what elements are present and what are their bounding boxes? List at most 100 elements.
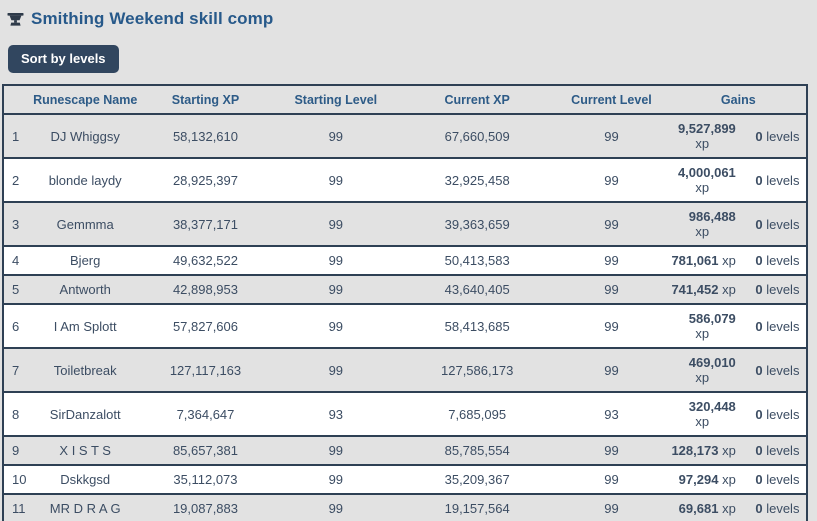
page-title: Smithing Weekend skill comp [31,9,274,28]
gains-levels-value: 0 [755,216,763,232]
sort-by-levels-button[interactable]: Sort by levels [8,45,119,73]
gains-levels-cell: 0 levels [749,275,807,304]
gains-levels-value: 0 [755,362,763,378]
column-header-rank [3,85,30,115]
current-level-cell: 93 [604,406,619,422]
gains-xp-cell: 4,000,061 xp [671,158,749,202]
gains-xp-value: 128,173 [671,443,719,458]
gains-xp-cell: 781,061 xp [671,246,749,275]
gains-xp-cell: 320,448 xp [671,392,749,436]
gains-levels-value: 0 [755,501,763,516]
gains-levels-unit: levels [766,501,800,516]
current-level-cell: 99 [604,253,619,268]
gains-xp-value: 469,010 [688,355,736,370]
rank-cell: 7 [12,362,20,378]
starting-xp-cell: 127,117,163 [169,362,242,378]
gains-levels-unit: levels [766,406,800,422]
table-row: 9 X I S T S 85,657,381 99 85,785,554 99 … [3,436,807,465]
current-level-cell: 99 [604,472,619,487]
column-header-starting-level: Starting Level [269,85,402,115]
gains-xp-value: 9,527,899 [677,121,736,136]
gains-xp-unit: xp [695,224,710,239]
rank-cell: 3 [12,216,20,232]
current-xp-cell: 50,413,583 [444,253,510,268]
gains-levels-cell: 0 levels [749,246,807,275]
player-name-cell: Antworth [59,282,111,297]
starting-level-cell: 99 [328,501,344,516]
gains-xp-unit: xp [722,253,736,268]
table-row: 6 I Am Splott 57,827,606 99 58,413,685 9… [3,304,807,348]
current-xp-cell: 39,363,659 [444,216,510,232]
current-xp-cell: 67,660,509 [444,128,510,144]
starting-xp-cell: 28,925,397 [172,172,239,188]
table-row: 10 Dskkgsd 35,112,073 99 35,209,367 99 9… [3,465,807,494]
gains-xp-cell: 469,010 xp [671,348,749,392]
current-xp-cell: 7,685,095 [448,406,507,422]
gains-levels-value: 0 [755,406,763,422]
rank-cell: 10 [12,472,27,487]
starting-level-cell: 99 [328,216,344,232]
gains-levels-unit: levels [766,282,800,297]
gains-levels-cell: 0 levels [749,304,807,348]
table-row: 2 blonde laydy 28,925,397 99 32,925,458 … [3,158,807,202]
gains-levels-value: 0 [755,172,763,188]
current-level-cell: 99 [604,362,619,378]
rank-cell: 4 [12,253,20,268]
trophy-icon [7,12,24,26]
gains-levels-value: 0 [755,282,763,297]
gains-xp-value: 69,681 [678,501,719,516]
column-header-current-xp: Current XP [401,85,553,115]
starting-xp-cell: 49,632,522 [172,253,239,268]
gains-xp-unit: xp [722,501,736,516]
current-xp-cell: 35,209,367 [444,472,510,487]
starting-xp-cell: 85,657,381 [172,443,239,458]
player-name-cell: DJ Whiggsy [50,128,120,144]
gains-xp-unit: xp [695,180,710,195]
gains-xp-cell: 586,079 xp [671,304,749,348]
gains-xp-value: 986,488 [688,209,736,224]
starting-level-cell: 93 [328,406,344,422]
gains-levels-cell: 0 levels [749,392,807,436]
rank-cell: 2 [12,172,20,188]
table-row: 4 Bjerg 49,632,522 99 50,413,583 99 781,… [3,246,807,275]
gains-levels-cell: 0 levels [749,114,807,158]
gains-xp-cell: 97,294 xp [671,465,749,494]
column-header-current-level: Current Level [552,85,671,115]
gains-xp-unit: xp [695,370,710,385]
starting-level-cell: 99 [328,282,344,297]
gains-levels-unit: levels [766,128,800,144]
gains-levels-cell: 0 levels [749,348,807,392]
current-level-cell: 99 [604,128,619,144]
current-xp-cell: 58,413,685 [444,318,510,334]
gains-xp-value: 320,448 [688,399,736,414]
gains-xp-unit: xp [722,282,736,297]
starting-xp-cell: 57,827,606 [172,318,239,334]
rank-cell: 9 [12,443,20,458]
starting-xp-cell: 35,112,073 [173,472,238,487]
player-name-cell: MR D R A G [49,501,121,516]
rank-cell: 11 [12,501,26,516]
gains-xp-unit: xp [722,472,736,487]
starting-level-cell: 99 [328,318,344,334]
gains-levels-unit: levels [766,443,800,458]
page-header: Smithing Weekend skill comp Sort by leve… [0,0,817,73]
table-row: 11 MR D R A G 19,087,883 99 19,157,564 9… [3,494,807,521]
player-name-cell: Toiletbreak [53,362,117,378]
gains-xp-unit: xp [695,136,710,151]
gains-levels-cell: 0 levels [749,158,807,202]
starting-xp-cell: 42,898,953 [172,282,239,297]
gains-levels-value: 0 [755,128,763,144]
gains-xp-cell: 986,488 xp [671,202,749,246]
rank-cell: 5 [12,282,20,297]
starting-level-cell: 99 [328,443,344,458]
starting-xp-cell: 7,364,647 [176,406,235,422]
gains-xp-value: 781,061 [671,253,719,268]
gains-levels-unit: levels [766,362,800,378]
current-level-cell: 99 [604,172,619,188]
gains-xp-unit: xp [695,326,710,341]
table-body: 1 DJ Whiggsy 58,132,610 99 67,660,509 99… [3,114,807,521]
gains-xp-cell: 9,527,899 xp [671,114,749,158]
rank-cell: 6 [12,318,20,334]
current-level-cell: 99 [604,443,619,458]
current-xp-cell: 127,586,173 [441,362,514,378]
